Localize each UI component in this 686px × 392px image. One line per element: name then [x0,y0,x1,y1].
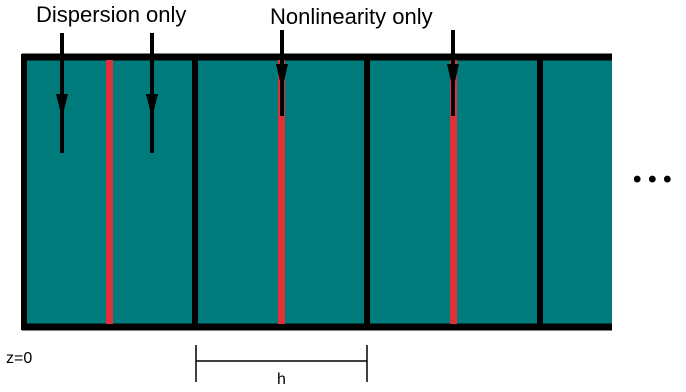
nonlinearity-label: Nonlinearity only [270,4,433,29]
nonlinearity-arrow [447,30,459,116]
nonlinear-plane [450,60,457,324]
z0-label: z=0 [6,350,32,367]
step-size-marker [195,345,368,382]
dispersion-label: Dispersion only [36,2,186,27]
fiber-body [22,57,612,327]
dispersion-arrow [146,33,158,153]
step-size-label: h [277,371,286,388]
nonlinear-plane [106,60,113,324]
dispersion-arrow [56,33,68,153]
nonlinear-plane [278,60,285,324]
nonlinearity-arrow [276,30,288,116]
continuation-ellipsis: • • • [633,166,672,193]
